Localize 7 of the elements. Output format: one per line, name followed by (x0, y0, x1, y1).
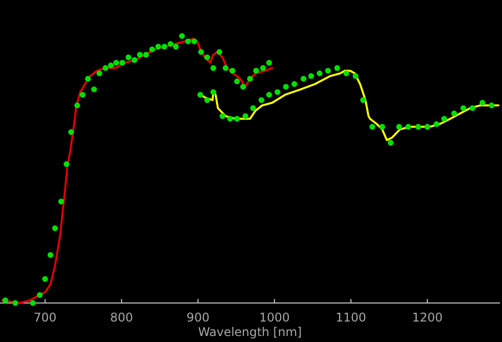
x-tick-label: 1000 (259, 310, 290, 325)
x-tick-label: 800 (110, 310, 134, 325)
x-tick-label: 1100 (336, 310, 366, 325)
x-tick-label: 700 (34, 310, 57, 325)
x-axis-title: Wavelength [nm] (198, 325, 302, 339)
x-tick-label: 1200 (412, 310, 443, 325)
x-tick-label: 900 (186, 310, 210, 325)
